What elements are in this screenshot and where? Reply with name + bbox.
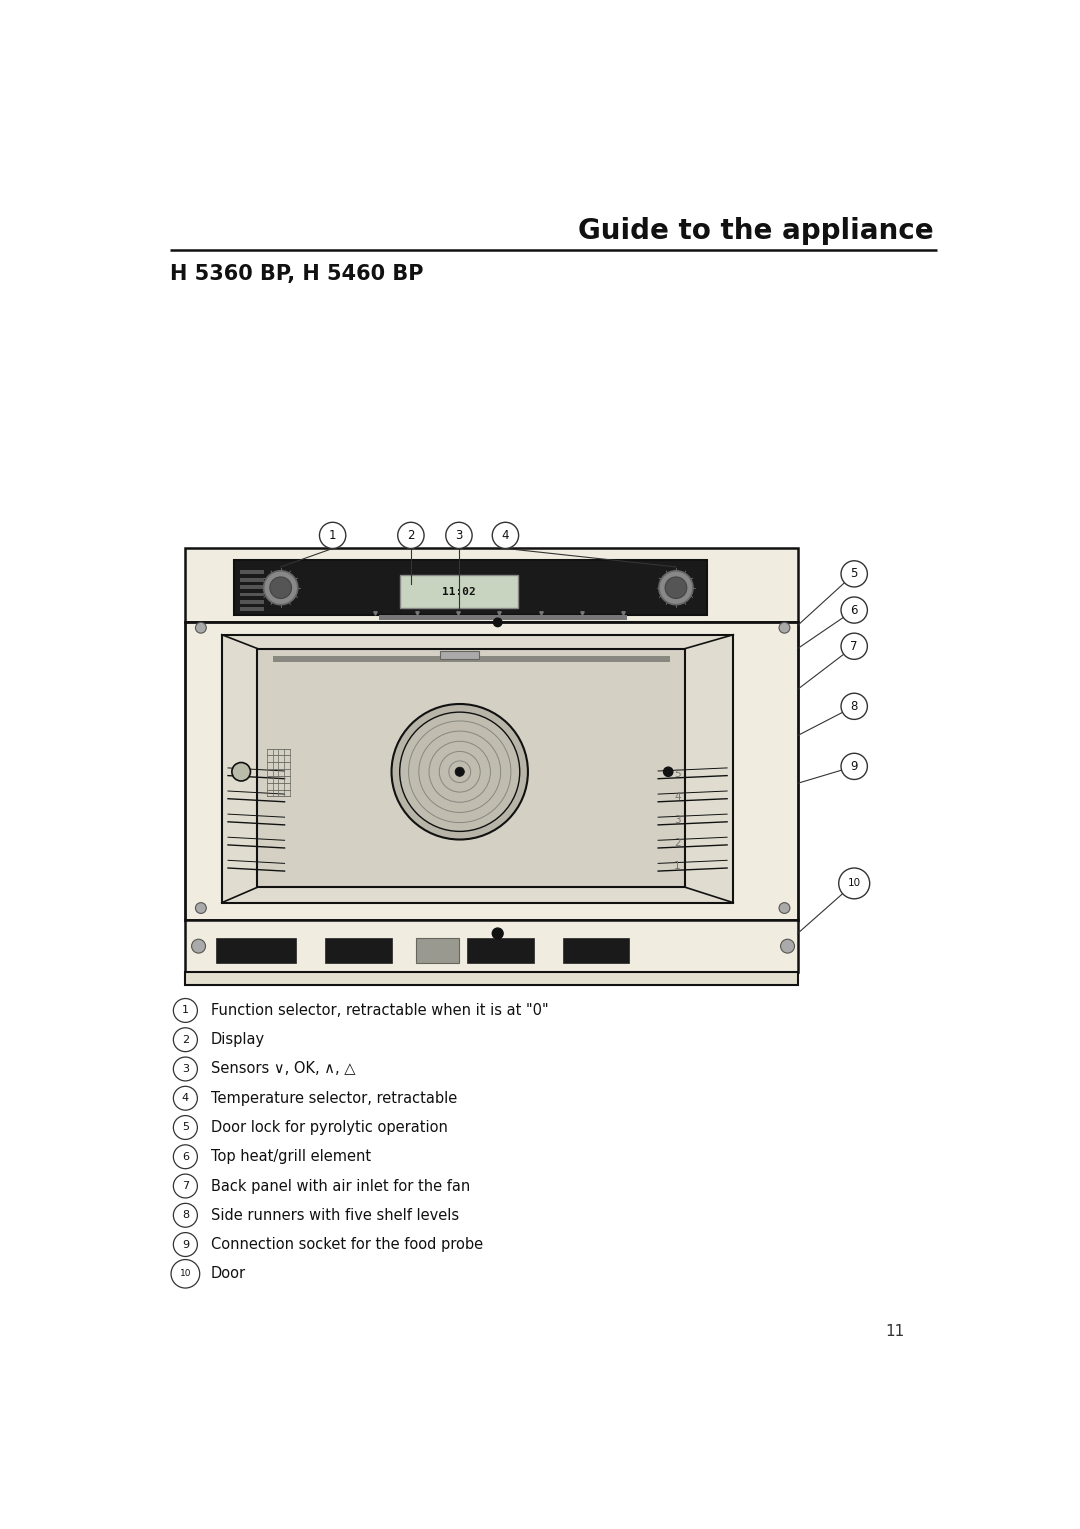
Text: Door lock for pyrolytic operation: Door lock for pyrolytic operation: [211, 1121, 448, 1135]
Text: 5: 5: [851, 567, 858, 581]
Circle shape: [492, 928, 503, 939]
Text: 3: 3: [181, 1064, 189, 1073]
Circle shape: [174, 1232, 198, 1257]
Text: 8: 8: [181, 1211, 189, 1220]
Text: 6: 6: [850, 604, 858, 616]
Text: Display: Display: [211, 1032, 265, 1047]
Circle shape: [320, 523, 346, 549]
Circle shape: [779, 902, 789, 913]
Bar: [416, 939, 459, 963]
Circle shape: [841, 633, 867, 659]
Text: 9: 9: [181, 1240, 189, 1249]
Text: 7: 7: [181, 1180, 189, 1191]
Text: 5: 5: [181, 1122, 189, 1133]
Text: 2: 2: [674, 838, 680, 849]
Text: 5: 5: [674, 769, 680, 780]
Text: 1: 1: [329, 529, 336, 541]
Text: 4: 4: [674, 792, 680, 803]
Text: Connection socket for the food probe: Connection socket for the food probe: [211, 1237, 483, 1252]
Bar: [441, 651, 480, 659]
Bar: [467, 939, 535, 963]
Bar: [186, 920, 798, 972]
Circle shape: [494, 618, 502, 627]
Circle shape: [191, 939, 205, 953]
Text: Temperature selector, retractable: Temperature selector, retractable: [211, 1090, 457, 1105]
Text: Guide to the appliance: Guide to the appliance: [578, 217, 933, 245]
Circle shape: [841, 596, 867, 624]
Bar: [379, 616, 627, 621]
Bar: [240, 570, 265, 575]
Bar: [240, 607, 265, 612]
Circle shape: [492, 523, 518, 549]
Circle shape: [839, 868, 869, 899]
Bar: [186, 622, 798, 920]
Circle shape: [400, 713, 519, 832]
Circle shape: [779, 622, 789, 633]
Circle shape: [392, 703, 528, 839]
Text: 9: 9: [850, 760, 858, 772]
Bar: [221, 635, 733, 902]
Circle shape: [841, 561, 867, 587]
Circle shape: [174, 1174, 198, 1197]
Bar: [240, 586, 265, 589]
Text: 7: 7: [850, 639, 858, 653]
Bar: [400, 575, 517, 607]
Text: H 5360 BP, H 5460 BP: H 5360 BP, H 5460 BP: [170, 263, 423, 283]
Text: Top heat/grill element: Top heat/grill element: [211, 1150, 372, 1164]
Text: 10: 10: [179, 1269, 191, 1278]
Text: 4: 4: [181, 1093, 189, 1104]
Bar: [563, 939, 630, 963]
Text: 4: 4: [502, 529, 509, 541]
Bar: [240, 599, 265, 604]
Text: 6: 6: [181, 1151, 189, 1162]
Bar: [257, 648, 685, 887]
Circle shape: [174, 1203, 198, 1228]
Bar: [186, 549, 798, 622]
Text: 2: 2: [407, 529, 415, 541]
Circle shape: [171, 1260, 200, 1287]
Circle shape: [174, 998, 198, 1023]
Text: Function selector, retractable when it is at "0": Function selector, retractable when it i…: [211, 1003, 549, 1018]
Text: 3: 3: [674, 815, 680, 826]
Text: 8: 8: [851, 700, 858, 713]
Circle shape: [232, 763, 251, 781]
Bar: [240, 578, 265, 581]
Text: 2: 2: [181, 1035, 189, 1044]
Circle shape: [195, 902, 206, 913]
Bar: [325, 939, 392, 963]
Circle shape: [174, 1057, 198, 1081]
Circle shape: [397, 523, 424, 549]
Bar: [186, 972, 798, 985]
Bar: [234, 560, 707, 616]
Circle shape: [665, 576, 687, 598]
Circle shape: [663, 768, 673, 777]
Circle shape: [270, 576, 292, 598]
Circle shape: [841, 754, 867, 780]
Text: 1: 1: [181, 1006, 189, 1015]
Circle shape: [195, 622, 206, 633]
Circle shape: [781, 939, 795, 953]
Circle shape: [174, 1027, 198, 1052]
Text: 11:02: 11:02: [442, 587, 476, 596]
Text: Back panel with air inlet for the fan: Back panel with air inlet for the fan: [211, 1179, 470, 1194]
Bar: [216, 939, 296, 963]
Circle shape: [174, 1116, 198, 1139]
Circle shape: [455, 768, 464, 777]
Text: Side runners with five shelf levels: Side runners with five shelf levels: [211, 1208, 459, 1223]
Circle shape: [174, 1086, 198, 1110]
Text: 11: 11: [885, 1324, 904, 1339]
Circle shape: [174, 1145, 198, 1168]
Circle shape: [264, 570, 298, 604]
Circle shape: [841, 693, 867, 720]
Text: Door: Door: [211, 1266, 246, 1281]
Bar: [273, 656, 670, 662]
Text: 3: 3: [456, 529, 462, 541]
Text: 1: 1: [674, 861, 680, 872]
Text: Sensors ∨, OK, ∧, △: Sensors ∨, OK, ∧, △: [211, 1061, 355, 1076]
Circle shape: [659, 570, 693, 604]
Circle shape: [446, 523, 472, 549]
Bar: [240, 593, 265, 596]
Text: 10: 10: [848, 878, 861, 888]
